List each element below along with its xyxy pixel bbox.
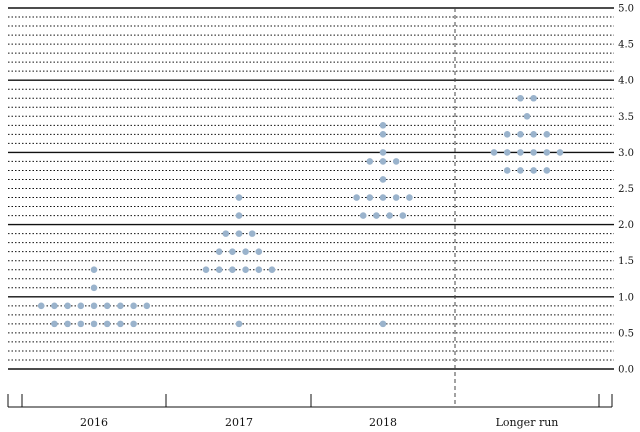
dot-point bbox=[379, 320, 387, 328]
dot-point bbox=[90, 320, 98, 328]
y-tick-label: 1.5 bbox=[618, 256, 634, 267]
dot-point bbox=[386, 212, 393, 219]
dot-point bbox=[130, 302, 137, 310]
x-tick-label: 2018 bbox=[369, 416, 397, 429]
dot-point bbox=[530, 131, 537, 138]
dot-point bbox=[103, 320, 111, 328]
y-tick-label: 3.0 bbox=[618, 148, 634, 159]
dot-point bbox=[235, 212, 243, 219]
y-tick-label: 5.0 bbox=[618, 4, 634, 15]
dot-point bbox=[242, 248, 249, 255]
x-axis bbox=[7, 8, 613, 408]
dot-point bbox=[490, 149, 498, 156]
dot-point bbox=[235, 230, 243, 237]
x-axis-tick-labels: 2016 2017 2018 Longer run bbox=[80, 416, 558, 429]
dot-point bbox=[373, 212, 380, 219]
x-tick-label: 2017 bbox=[225, 416, 253, 429]
dot-point bbox=[90, 266, 98, 274]
dot-point bbox=[392, 194, 400, 201]
dot-point bbox=[235, 194, 243, 201]
y-tick-label: 2.5 bbox=[618, 184, 634, 195]
dot-point bbox=[215, 248, 223, 255]
dot-point bbox=[268, 266, 276, 274]
dot-point bbox=[523, 113, 531, 120]
dot-point bbox=[64, 302, 71, 310]
dot-point bbox=[503, 167, 511, 174]
dot-point bbox=[103, 302, 111, 310]
dot-point bbox=[229, 248, 236, 255]
dot-point bbox=[90, 284, 98, 292]
dot-point bbox=[517, 94, 524, 102]
gridlines bbox=[8, 7, 614, 370]
dot-point bbox=[202, 266, 210, 274]
dot-point bbox=[143, 302, 151, 310]
y-tick-label: 4.5 bbox=[618, 40, 634, 51]
dot-point bbox=[366, 158, 374, 165]
dot-point bbox=[242, 266, 249, 274]
dot-point bbox=[543, 131, 551, 138]
x-tick-label: Longer run bbox=[496, 416, 559, 429]
dot-point bbox=[215, 266, 223, 274]
y-tick-label: 1.0 bbox=[618, 292, 634, 303]
dot-point bbox=[406, 194, 413, 201]
x-tick-label: 2016 bbox=[80, 416, 108, 429]
y-tick-label: 2.0 bbox=[618, 220, 634, 231]
dot-point bbox=[379, 194, 387, 201]
dots bbox=[37, 94, 564, 328]
dot-point bbox=[90, 302, 98, 310]
dot-point bbox=[530, 94, 537, 102]
dot-point bbox=[77, 302, 85, 310]
dot-point bbox=[517, 131, 524, 138]
y-tick-label: 0.5 bbox=[618, 328, 634, 339]
dot-point bbox=[130, 320, 137, 328]
dot-point bbox=[530, 149, 537, 156]
dot-point bbox=[37, 302, 45, 310]
dot-point bbox=[353, 194, 360, 201]
dot-point bbox=[379, 122, 387, 129]
dot-point bbox=[64, 320, 71, 328]
dot-point bbox=[117, 302, 124, 310]
dot-point bbox=[51, 320, 58, 328]
y-tick-label: 0.0 bbox=[618, 365, 634, 376]
dot-point bbox=[543, 167, 551, 174]
dot-point bbox=[392, 158, 400, 165]
dot-point bbox=[51, 302, 58, 310]
dot-point bbox=[248, 230, 256, 237]
y-tick-label: 3.5 bbox=[618, 112, 634, 123]
dot-point bbox=[77, 320, 85, 328]
dot-point bbox=[117, 320, 124, 328]
dot-point bbox=[399, 212, 407, 219]
dot-point bbox=[379, 158, 387, 165]
dot-point bbox=[517, 167, 524, 174]
dot-point bbox=[543, 149, 551, 156]
dot-point bbox=[379, 149, 387, 156]
dot-point bbox=[556, 149, 564, 156]
dot-point bbox=[255, 248, 263, 255]
dot-point bbox=[379, 131, 387, 138]
dot-point bbox=[379, 176, 387, 183]
dot-point bbox=[530, 167, 537, 174]
dot-point bbox=[255, 266, 263, 274]
dot-point bbox=[366, 194, 374, 201]
y-tick-label: 4.0 bbox=[618, 76, 634, 87]
y-axis-tick-labels: 0.0 0.5 1.0 1.5 2.0 2.5 3.0 3.5 4.0 4.5 5.0 bbox=[618, 4, 634, 376]
dot-point bbox=[222, 230, 230, 237]
dot-point bbox=[359, 212, 367, 219]
dot-point bbox=[503, 131, 511, 138]
dot-point bbox=[229, 266, 236, 274]
dot-point bbox=[235, 320, 243, 328]
dot-point bbox=[503, 149, 511, 156]
dot-point bbox=[517, 149, 524, 156]
